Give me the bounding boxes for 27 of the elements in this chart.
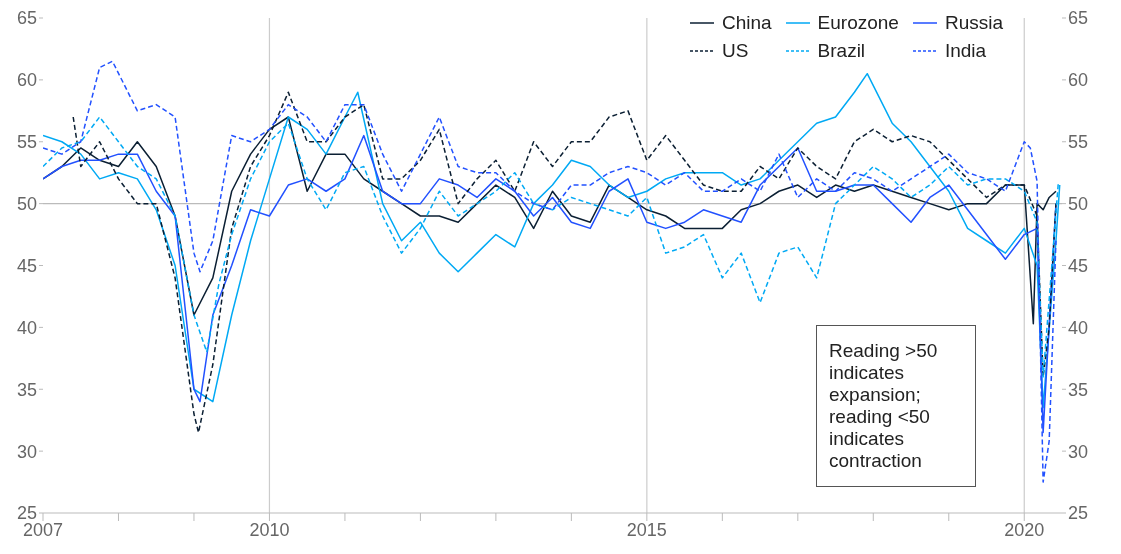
y2-tick-label: 25 (1068, 503, 1089, 524)
y-tick-label: 65 (16, 8, 37, 29)
y2-tick-label: 50 (1068, 194, 1089, 215)
y-tick-label: 30 (16, 441, 37, 462)
y-tick-label: 35 (16, 379, 37, 400)
y2-tick-label: 35 (1068, 379, 1089, 400)
x-tick-label: 2010 (249, 519, 290, 540)
y2-tick-label: 30 (1068, 441, 1089, 462)
y-tick-label: 50 (16, 194, 37, 215)
y-tick-label: 40 (16, 317, 37, 338)
x-tick-label: 2015 (626, 519, 667, 540)
legend-label: Brazil (817, 40, 866, 62)
y2-tick-label: 40 (1068, 317, 1089, 338)
legend-label: Eurozone (817, 12, 899, 34)
y-tick-label: 45 (16, 255, 37, 276)
legend-label: Russia (944, 12, 1003, 34)
legend-label: China (721, 12, 772, 34)
y2-tick-label: 55 (1068, 132, 1089, 153)
y-tick-label: 60 (16, 70, 37, 91)
legend-label: US (721, 40, 749, 62)
y2-tick-label: 65 (1068, 8, 1089, 29)
legend-label: India (944, 40, 987, 62)
annotation: Reading >50 indicates expansion; reading <50 indicates contraction (816, 325, 976, 487)
y-tick-label: 55 (16, 132, 37, 153)
y2-tick-label: 60 (1068, 70, 1089, 91)
y2-tick-label: 45 (1068, 255, 1089, 276)
x-tick-label: 2020 (1004, 519, 1045, 540)
